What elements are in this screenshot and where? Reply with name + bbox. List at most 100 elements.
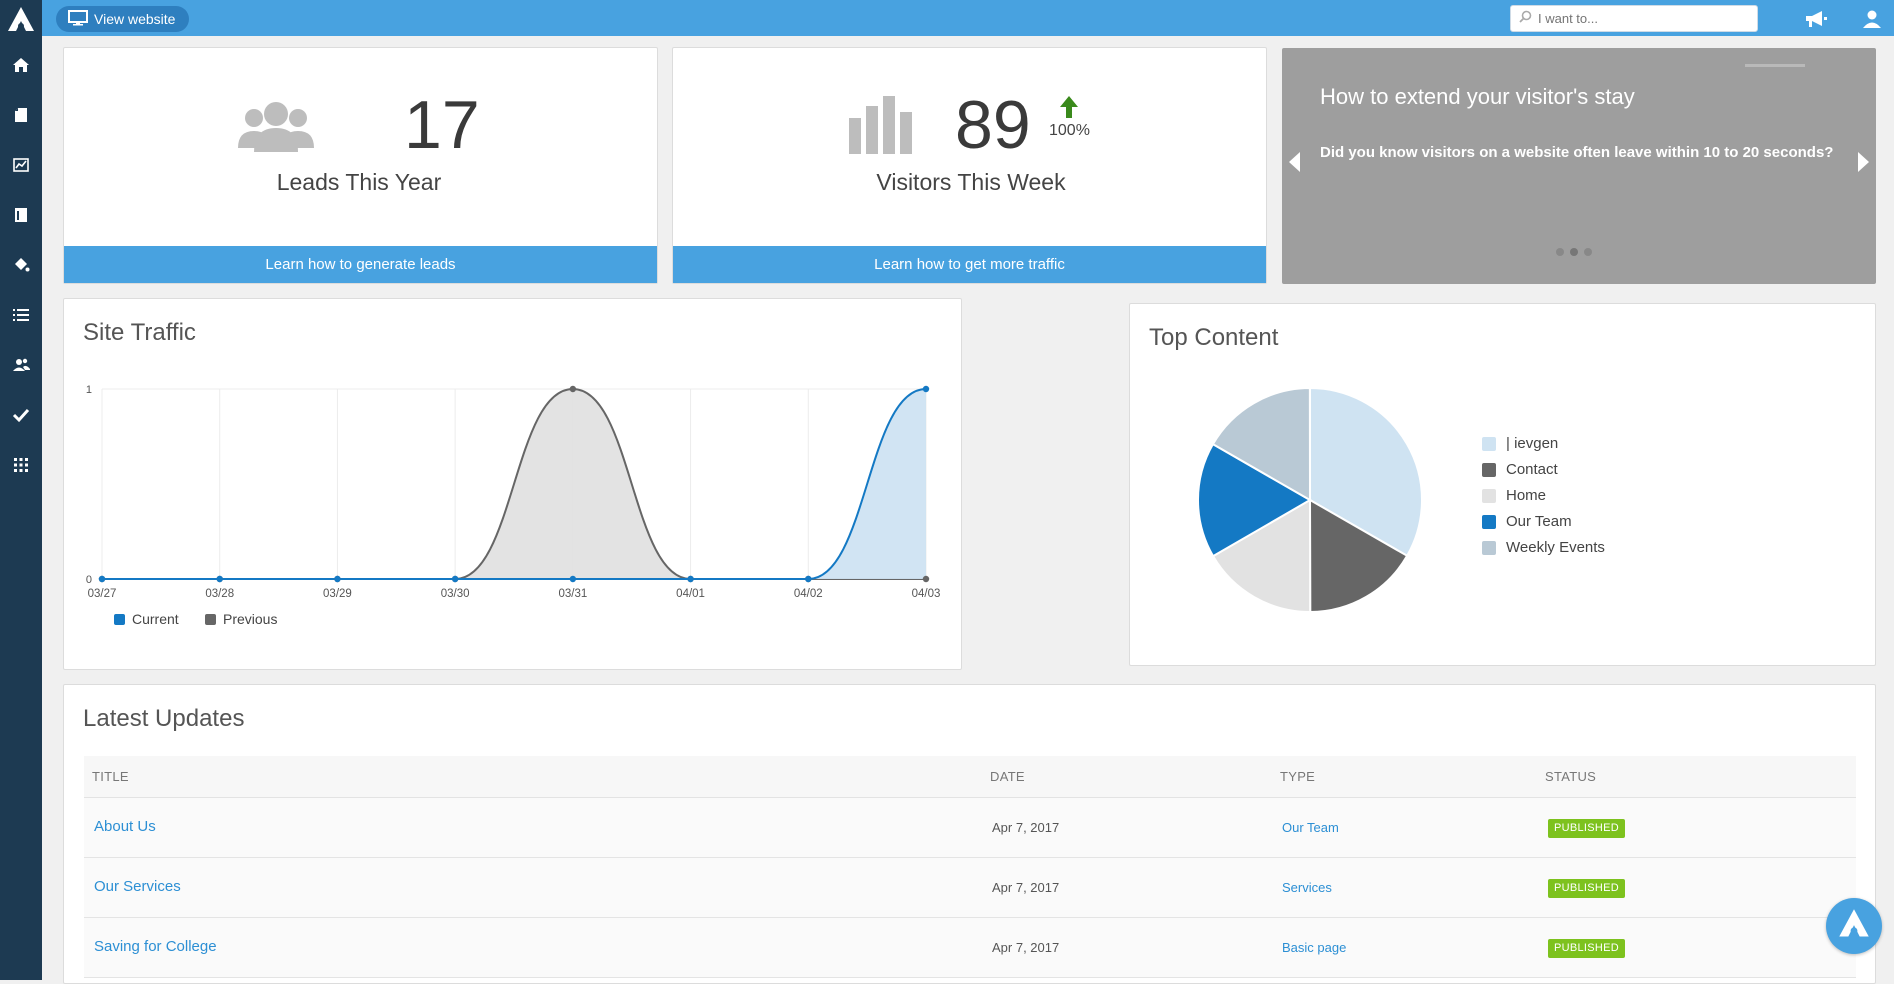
carousel-next-icon[interactable] [1853,149,1873,175]
sidebar [0,0,42,980]
row-title-link[interactable]: About Us [94,818,156,835]
data-point-current [922,385,930,393]
status-badge: PUBLISHED [1548,939,1626,958]
help-logo-icon [1837,907,1871,946]
x-tick-label: 03/27 [88,588,117,600]
pages-icon[interactable] [0,95,42,135]
apps-grid-icon[interactable] [0,445,42,485]
view-website-label: View website [94,11,176,27]
column-type[interactable]: TYPE [1280,769,1316,784]
pie-slice[interactable] [1309,386,1423,558]
carousel-dot[interactable] [1570,248,1578,256]
data-point-current [216,575,223,583]
data-point-current [98,575,106,583]
row-type-link[interactable]: Services [1282,880,1332,895]
paint-bucket-icon[interactable] [0,245,42,285]
help-chat-button[interactable] [1826,898,1882,954]
data-point-current [805,575,812,583]
y-tick-label: 0 [86,574,92,586]
get-traffic-link[interactable]: Learn how to get more traffic [673,246,1266,283]
pie-legend-swatch [1482,436,1496,451]
leads-label: Leads This Year [276,169,442,195]
top-bar: View website [42,0,1894,36]
site-traffic-card: Site Traffic 0 1 03/27 03/28 03/29 03/30 03/31… [63,298,962,670]
tips-carousel: How to extend your visitor's stay Did yo… [1282,48,1876,284]
carousel-dot[interactable] [1584,248,1592,256]
user-account-icon[interactable] [1858,6,1886,32]
legend-current-label: Current [132,611,179,627]
latest-updates-title: Latest Updates [83,705,245,732]
legend-current-swatch [114,613,125,625]
data-point-current [569,575,577,583]
legend-previous-label: Previous [223,611,278,627]
megaphone-icon[interactable] [1802,6,1830,32]
pie-slice[interactable] [1211,498,1312,614]
site-traffic-title: Site Traffic [83,319,196,346]
search-box[interactable] [1510,5,1758,32]
analytics-icon[interactable] [0,145,42,185]
generate-leads-link[interactable]: Learn how to generate leads [64,246,657,283]
pie-slice[interactable] [1197,442,1312,558]
carousel-dot[interactable] [1556,248,1564,256]
data-point-previous [922,575,930,583]
legend-previous: Previous [205,611,277,627]
visitors-card: 89 100% Visitors This Week Learn how to … [672,47,1267,284]
x-tick-label: 03/29 [323,588,352,600]
top-content-pie [1197,386,1423,614]
row-date: Apr 7, 2017 [992,880,1060,895]
data-point-current [687,575,694,583]
leads-card: 17 Leads This Year Learn how to generate… [63,47,658,284]
pie-legend-item[interactable]: Weekly Events [1482,539,1605,556]
visitors-change: 100% [1049,122,1090,139]
list-icon[interactable] [0,295,42,335]
legend-previous-swatch [205,613,216,625]
top-content-title: Top Content [1149,324,1279,351]
pie-legend-label: Contact [1506,461,1558,478]
column-status[interactable]: STATUS [1545,769,1597,784]
arrow-up-icon [1060,96,1078,123]
row-type-link[interactable]: Our Team [1282,820,1339,835]
x-tick-label: 03/28 [205,588,234,600]
pie-legend-item[interactable]: Home [1482,487,1546,504]
series-area-current [102,389,926,579]
pie-legend-label: Weekly Events [1506,539,1605,556]
x-tick-label: 04/03 [912,588,941,600]
row-title-link[interactable]: Saving for College [94,938,217,955]
pie-slice[interactable] [1211,386,1312,502]
carousel-title: How to extend your visitor's stay [1320,84,1635,109]
search-input[interactable] [1536,10,1750,27]
pie-legend-item[interactable]: | ievgen [1482,435,1558,452]
view-website-button[interactable]: View website [56,6,190,32]
top-content-card: Top Content | ievgen Contact Home Our Team W… [1129,303,1876,666]
pie-legend-swatch [1482,488,1496,503]
data-point-previous [569,385,577,393]
column-title[interactable]: TITLE [92,769,129,784]
pie-legend-item[interactable]: Our Team [1482,513,1572,530]
y-tick-label: 1 [86,384,92,396]
table-row: About Us Apr 7, 2017 Our Team PUBLISHED [84,798,1856,858]
checkmark-icon[interactable] [0,395,42,435]
x-tick-label: 03/30 [441,588,470,600]
table-row: Our Services Apr 7, 2017 Services PUBLIS… [84,858,1856,918]
row-type-link[interactable]: Basic page [1282,940,1347,955]
users-icon[interactable] [0,345,42,385]
documents-icon[interactable] [0,195,42,235]
row-title-link[interactable]: Our Services [94,878,181,895]
leads-count: 17 [404,87,480,163]
column-date[interactable]: DATE [990,769,1025,784]
monitor-icon [68,9,88,29]
status-badge: PUBLISHED [1548,879,1626,898]
carousel-prev-icon[interactable] [1285,149,1305,175]
updates-table-header: TITLE DATE TYPE STATUS [84,756,1856,798]
x-tick-label: 04/02 [794,588,823,600]
home-icon[interactable] [0,45,42,85]
visitors-count: 89 [955,87,1031,163]
pie-legend-swatch [1482,540,1496,555]
pie-legend-label: Our Team [1506,513,1572,530]
pie-legend-item[interactable]: Contact [1482,461,1558,478]
pie-legend-label: | ievgen [1506,435,1559,452]
carousel-text: Did you know visitors on a website often… [1320,144,1834,161]
pie-slice[interactable] [1308,498,1409,614]
app-logo-icon[interactable] [3,3,39,37]
carousel-dots [1556,248,1592,256]
